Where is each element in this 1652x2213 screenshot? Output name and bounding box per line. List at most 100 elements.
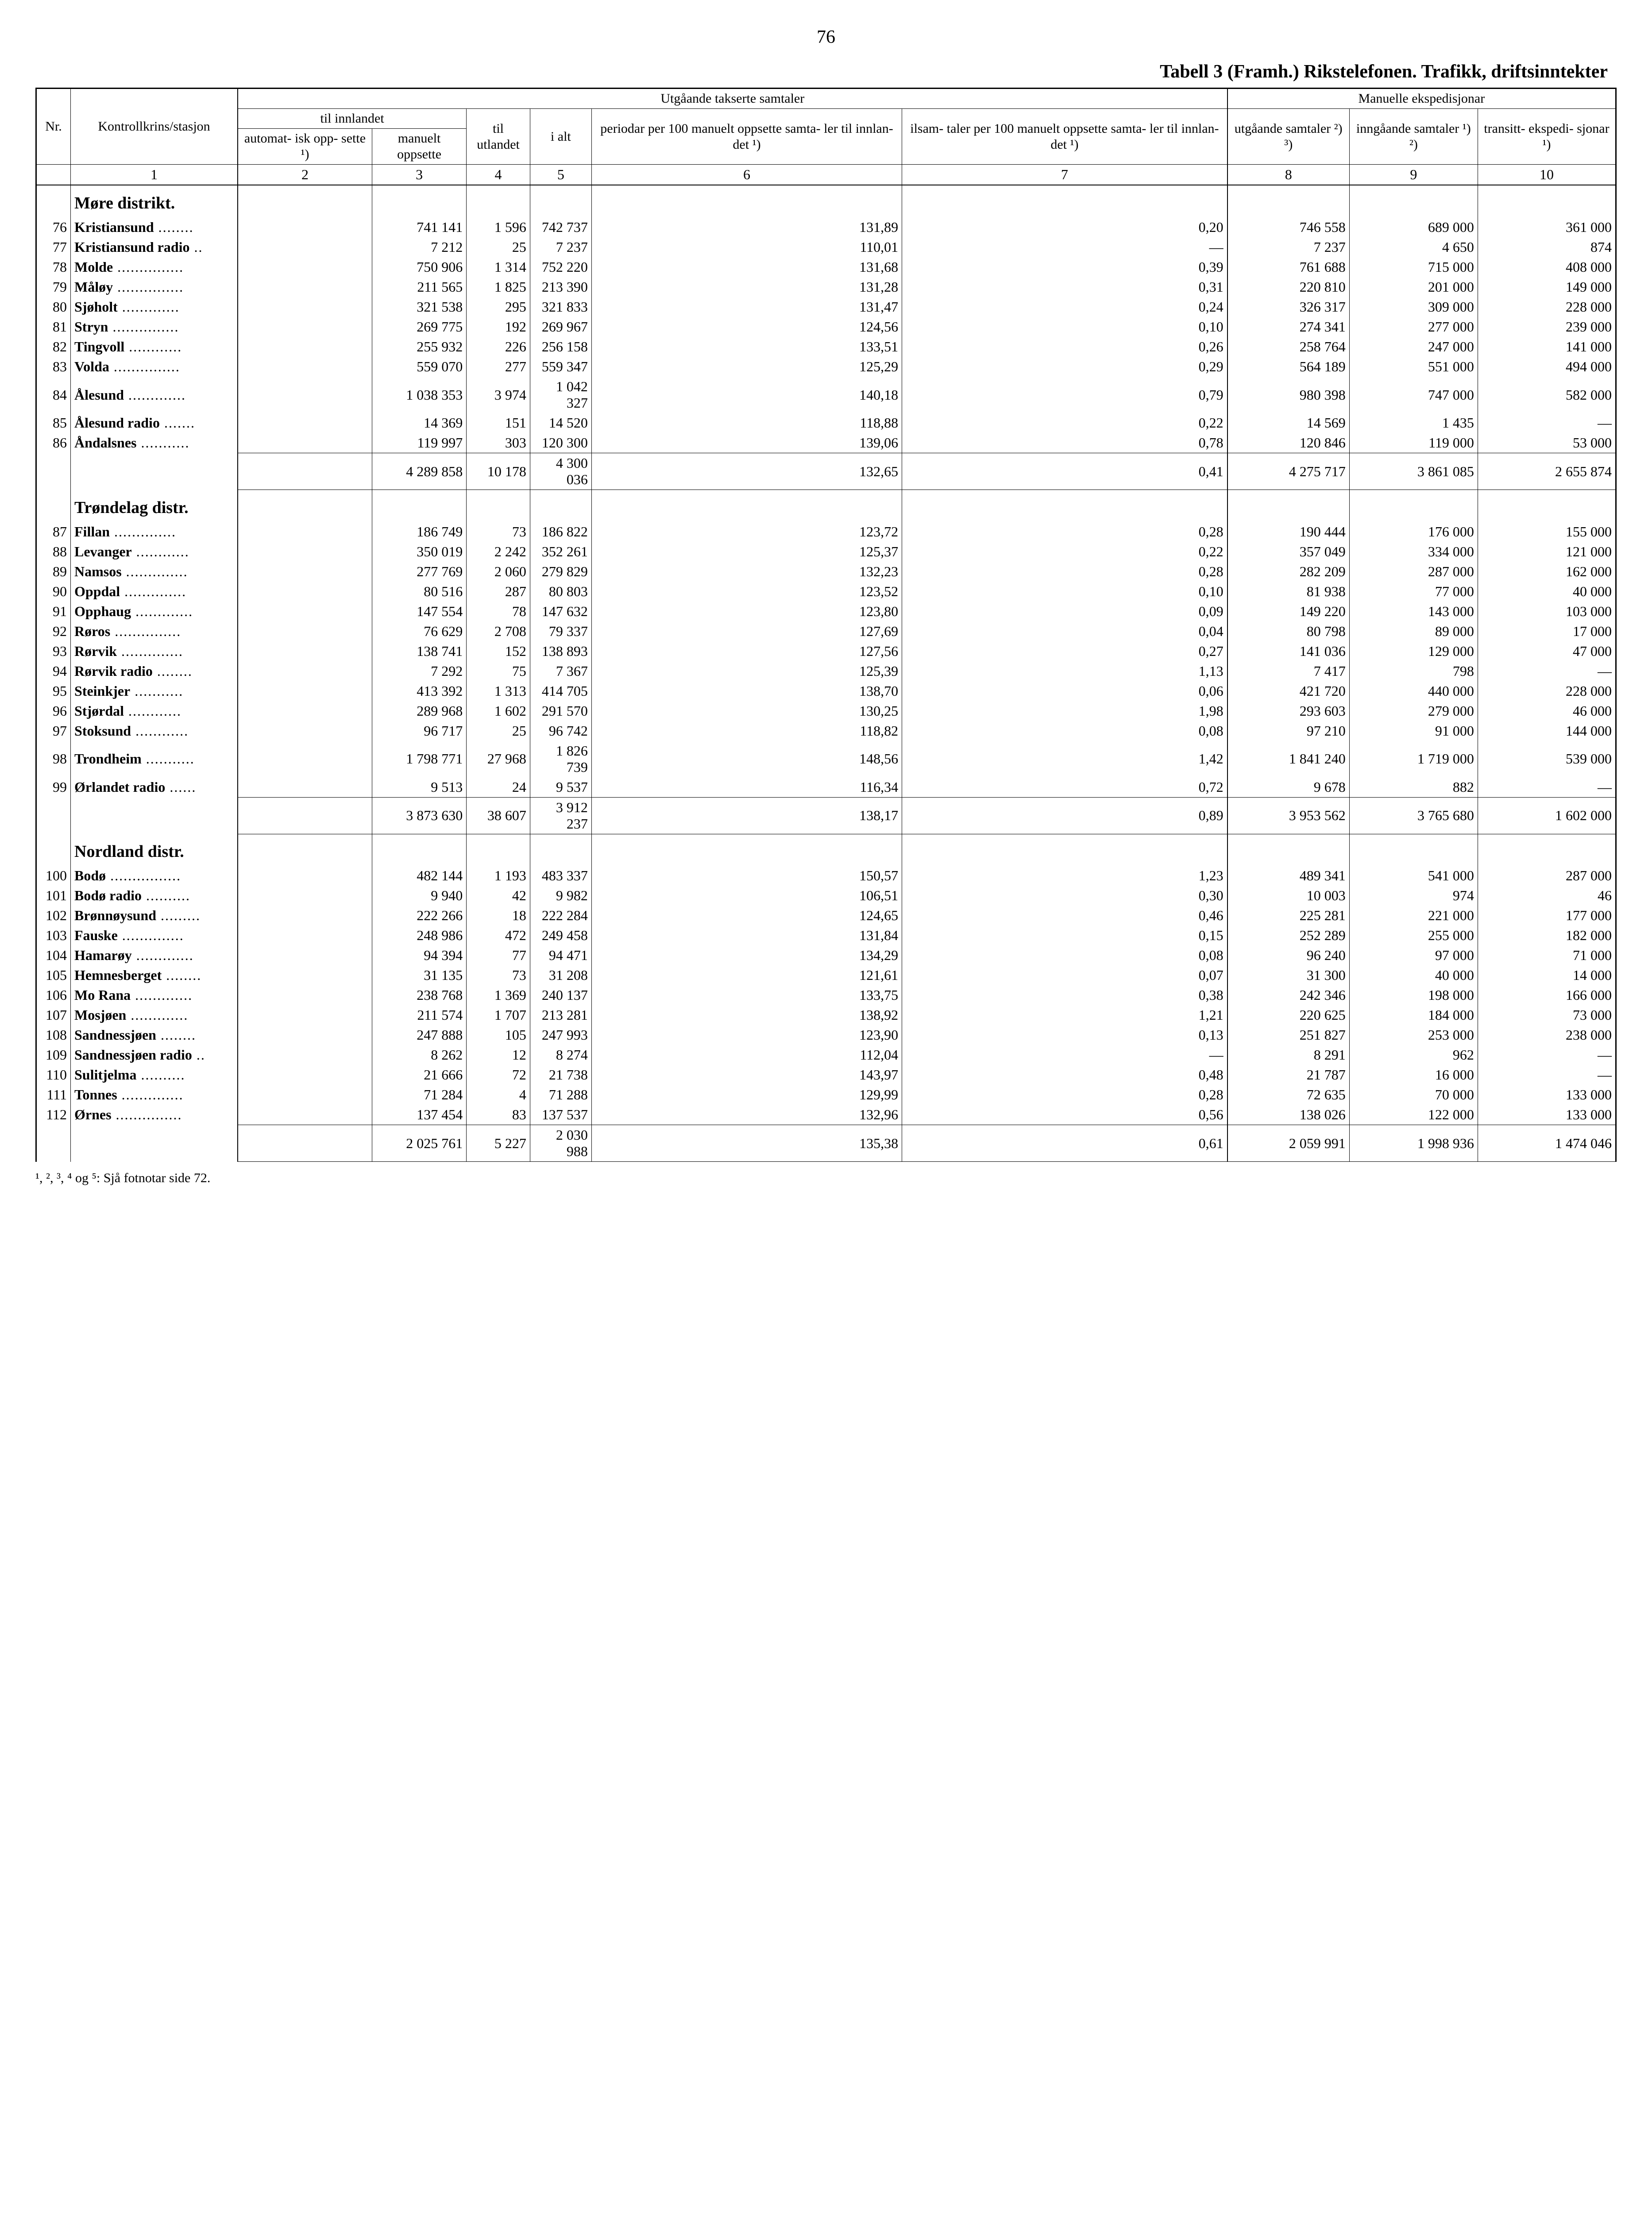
cell-c6: 131,84 [591,925,902,945]
cell-c8: 9 678 [1227,777,1350,798]
row-name: Ålesund ............. [71,377,238,413]
cell-c2 [238,1085,372,1105]
subtotal-c10: 1 474 046 [1478,1125,1616,1162]
cell-c9: 798 [1349,661,1478,681]
cell-c6: 123,90 [591,1025,902,1045]
cell-c8: 252 289 [1227,925,1350,945]
cell [1349,490,1478,522]
row-name: Hamarøy ............. [71,945,238,965]
cell-c2 [238,641,372,661]
column-numbers-row: 1 2 3 4 5 6 7 8 9 10 [36,165,1616,185]
cell-c3: 80 516 [372,582,466,601]
cell-c4: 1 369 [467,985,530,1005]
table-row: 85Ålesund radio .......14 36915114 52011… [36,413,1616,433]
cell-c3: 750 906 [372,257,466,277]
cell-c10: 166 000 [1478,985,1616,1005]
cell-c9: 551 000 [1349,357,1478,377]
cell-c10: 47 000 [1478,641,1616,661]
cell-c10: 46 000 [1478,701,1616,721]
cell-c7: 0,38 [902,985,1227,1005]
table-row: 88Levanger ............350 0192 242352 2… [36,542,1616,562]
cell-c9: 91 000 [1349,721,1478,741]
cell-c5: 79 337 [530,621,591,641]
cell-c7: 0,08 [902,945,1227,965]
subtotal-c7: 0,89 [902,797,1227,834]
cell [1227,185,1350,217]
row-name: Trondheim ........... [71,741,238,777]
district-row: Nordland distr. [36,834,1616,866]
row-nr: 108 [36,1025,71,1045]
row-nr: 111 [36,1085,71,1105]
cell-c5: 483 337 [530,866,591,886]
cell-c9: 89 000 [1349,621,1478,641]
subtotal-c8: 4 275 717 [1227,453,1350,490]
cell-c2 [238,413,372,433]
cell-c2 [238,681,372,701]
cell-c6: 125,37 [591,542,902,562]
row-nr: 98 [36,741,71,777]
cell-c6: 143,97 [591,1065,902,1085]
cell-c2 [238,1025,372,1045]
row-name: Kristiansund ........ [71,217,238,237]
row-nr: 78 [36,257,71,277]
cell-c2 [238,433,372,453]
cell-c8: 746 558 [1227,217,1350,237]
cell-c7: 0,26 [902,337,1227,357]
table-row: 82Tingvoll ............255 932226256 158… [36,337,1616,357]
cell-c8: 8 291 [1227,1045,1350,1065]
colnum-1: 1 [71,165,238,185]
row-name: Rørvik radio ........ [71,661,238,681]
cell-c3: 9 940 [372,886,466,906]
cell-c7: 0,78 [902,433,1227,453]
cell-c2 [238,317,372,337]
cell-c5: 247 993 [530,1025,591,1045]
cell-c9: 119 000 [1349,433,1478,453]
cell-c6: 112,04 [591,1045,902,1065]
cell-c5: 9 982 [530,886,591,906]
cell-c5: 147 632 [530,601,591,621]
page-number: 76 [35,27,1617,48]
cell-c8: 980 398 [1227,377,1350,413]
subtotal-c5: 3 912 237 [530,797,591,834]
row-name: Hemnesberget ........ [71,965,238,985]
cell-c5: 249 458 [530,925,591,945]
cell-c7: 0,28 [902,562,1227,582]
colnum-3: 3 [372,165,466,185]
cell-c4: 1 707 [467,1005,530,1025]
subtotal-c2 [238,1125,372,1162]
cell-c8: 149 220 [1227,601,1350,621]
cell-c3: 14 369 [372,413,466,433]
subtotal-blank2 [71,797,238,834]
table-row: 96Stjørdal ............289 9681 602291 5… [36,701,1616,721]
cell-c10: 239 000 [1478,317,1616,337]
row-name: Stryn ............... [71,317,238,337]
cell-c7: 0,13 [902,1025,1227,1045]
cell-c6: 131,47 [591,297,902,317]
cell-c5: 352 261 [530,542,591,562]
cell-c5: 752 220 [530,257,591,277]
row-nr: 76 [36,217,71,237]
cell-c6: 138,70 [591,681,902,701]
table-row: 101Bodø radio ..........9 940429 982106,… [36,886,1616,906]
table-row: 87Fillan ..............186 74973186 8221… [36,522,1616,542]
cell-c5: 94 471 [530,945,591,965]
colnum-9: 9 [1349,165,1478,185]
cell-c10: 73 000 [1478,1005,1616,1025]
cell-c6: 127,69 [591,621,902,641]
cell-c9: 287 000 [1349,562,1478,582]
cell-c8: 97 210 [1227,721,1350,741]
cell-c7: 0,28 [902,1085,1227,1105]
cell-c5: 8 274 [530,1045,591,1065]
cell-c4: 12 [467,1045,530,1065]
cell-c3: 76 629 [372,621,466,641]
cell-c6: 131,28 [591,277,902,297]
cell-c8: 274 341 [1227,317,1350,337]
cell-c9: 247 000 [1349,337,1478,357]
cell-c7: 0,24 [902,297,1227,317]
cell-c7: 0,22 [902,413,1227,433]
hdr-kontroll: Kontrollkrins/stasjon [71,89,238,165]
cell [1349,834,1478,866]
cell-c6: 132,96 [591,1105,902,1125]
cell-c4: 1 602 [467,701,530,721]
row-name: Måløy ............... [71,277,238,297]
